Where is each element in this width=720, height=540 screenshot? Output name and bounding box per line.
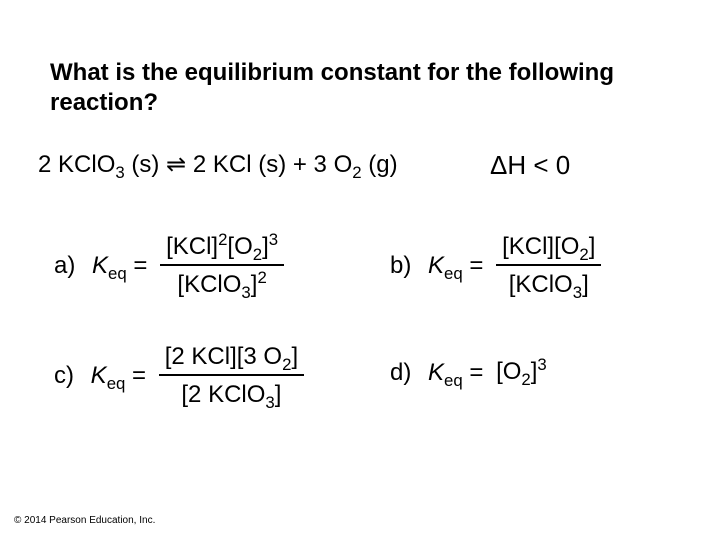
- option-c-denominator: [2 KClO3]: [159, 376, 304, 410]
- option-b-fraction: [KCl][O2] [KClO3]: [496, 232, 601, 300]
- question-line2: reaction?: [50, 89, 158, 116]
- equilibrium-arrow: ⇌: [166, 151, 186, 178]
- option-d-keq: Keq =: [428, 359, 483, 387]
- option-a-keq: Keq =: [92, 252, 147, 280]
- rhs1-coef: 2: [193, 151, 206, 178]
- rhs2-state: (g): [368, 151, 397, 178]
- option-c-keq: Keq =: [91, 362, 146, 390]
- rhs2-coef: 3: [314, 151, 327, 178]
- question-line1: What is the equilibrium constant for the…: [50, 59, 614, 86]
- option-c-numerator: [2 KCl][3 O2]: [159, 342, 304, 376]
- delta-h: ΔH < 0: [490, 150, 570, 181]
- option-c-fraction: [2 KCl][3 O2] [2 KClO3]: [159, 342, 304, 410]
- slide: What is the equilibrium constant for the…: [0, 0, 720, 540]
- copyright-text: © 2014 Pearson Education, Inc.: [14, 515, 155, 526]
- rhs2-species: O2: [334, 151, 362, 178]
- option-d: d) Keq = [O2]3: [390, 358, 547, 387]
- lhs-state: (s): [131, 151, 159, 178]
- option-a-denominator: [KClO3]2: [160, 266, 284, 300]
- option-a-label: a): [54, 252, 75, 280]
- lhs-coef: 2: [38, 151, 51, 178]
- option-b-numerator: [KCl][O2]: [496, 232, 601, 266]
- option-b-keq: Keq =: [428, 252, 483, 280]
- rhs1-state: (s): [258, 151, 286, 178]
- option-a: a) Keq = [KCl]2[O2]3 [KClO3]2: [54, 232, 284, 300]
- reaction-equation: 2 KClO3 (s) ⇌ 2 KCl (s) + 3 O2 (g): [38, 150, 398, 179]
- question-text: What is the equilibrium constant for the…: [50, 58, 650, 118]
- option-d-label: d): [390, 359, 411, 387]
- option-a-numerator: [KCl]2[O2]3: [160, 232, 284, 266]
- rhs2-sub: 2: [352, 163, 361, 182]
- option-c: c) Keq = [2 KCl][3 O2] [2 KClO3]: [54, 342, 304, 410]
- plus: +: [293, 151, 307, 178]
- option-a-fraction: [KCl]2[O2]3 [KClO3]2: [160, 232, 284, 300]
- lhs-sub-num: 3: [115, 163, 124, 182]
- lhs-species: KClO3: [58, 151, 125, 178]
- rhs1-species: KCl: [213, 151, 252, 178]
- option-c-label: c): [54, 362, 74, 390]
- option-b-denominator: [KClO3]: [496, 266, 601, 300]
- option-b-label: b): [390, 252, 411, 280]
- option-b: b) Keq = [KCl][O2] [KClO3]: [390, 232, 601, 300]
- option-d-rhs: [O2]3: [496, 358, 547, 385]
